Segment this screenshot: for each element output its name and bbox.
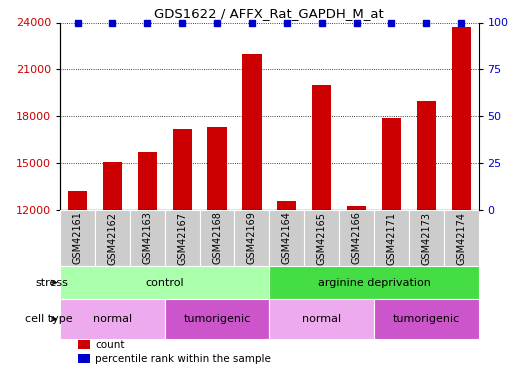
Text: GSM42168: GSM42168 — [212, 211, 222, 264]
Text: stress: stress — [36, 278, 69, 288]
Bar — [451, 27, 471, 210]
Bar — [312, 85, 331, 210]
Bar — [374, 299, 479, 339]
Bar — [208, 127, 226, 210]
Text: GSM42166: GSM42166 — [351, 211, 361, 264]
Text: GSM42169: GSM42169 — [247, 211, 257, 264]
Text: GSM42163: GSM42163 — [142, 211, 152, 264]
Text: GSM42173: GSM42173 — [421, 211, 431, 264]
Bar — [77, 354, 90, 363]
Text: GSM42167: GSM42167 — [177, 211, 187, 264]
Bar — [242, 54, 262, 210]
Bar — [339, 210, 374, 266]
Text: tumorigenic: tumorigenic — [393, 314, 460, 324]
Text: percentile rank within the sample: percentile rank within the sample — [95, 354, 271, 364]
Title: GDS1622 / AFFX_Rat_GAPDH_M_at: GDS1622 / AFFX_Rat_GAPDH_M_at — [154, 7, 384, 20]
Bar — [269, 299, 374, 339]
Bar — [234, 210, 269, 266]
Bar — [347, 206, 366, 210]
Text: cell type: cell type — [25, 314, 73, 324]
Bar — [304, 210, 339, 266]
Text: normal: normal — [302, 314, 341, 324]
Text: GSM42164: GSM42164 — [282, 211, 292, 264]
Bar — [103, 162, 122, 210]
Bar — [409, 210, 444, 266]
Bar — [277, 201, 297, 210]
Bar — [130, 210, 165, 266]
Bar — [417, 100, 436, 210]
Bar — [60, 299, 165, 339]
Bar — [77, 340, 90, 350]
Bar — [165, 299, 269, 339]
Text: count: count — [95, 340, 124, 350]
Bar — [382, 118, 401, 210]
Text: control: control — [145, 278, 184, 288]
Text: normal: normal — [93, 314, 132, 324]
Bar — [165, 210, 200, 266]
Bar — [374, 210, 409, 266]
Bar — [173, 129, 192, 210]
Text: tumorigenic: tumorigenic — [184, 314, 251, 324]
Bar — [60, 266, 269, 299]
Bar — [60, 210, 95, 266]
Text: GSM42162: GSM42162 — [107, 211, 118, 264]
Text: arginine deprivation: arginine deprivation — [317, 278, 430, 288]
Bar — [200, 210, 234, 266]
Bar — [95, 210, 130, 266]
Bar — [269, 266, 479, 299]
Bar — [138, 152, 157, 210]
Text: GSM42161: GSM42161 — [73, 211, 83, 264]
Text: GSM42171: GSM42171 — [386, 211, 396, 264]
Bar — [68, 191, 87, 210]
Text: GSM42174: GSM42174 — [456, 211, 466, 264]
Text: GSM42165: GSM42165 — [316, 211, 327, 264]
Bar — [444, 210, 479, 266]
Bar — [269, 210, 304, 266]
